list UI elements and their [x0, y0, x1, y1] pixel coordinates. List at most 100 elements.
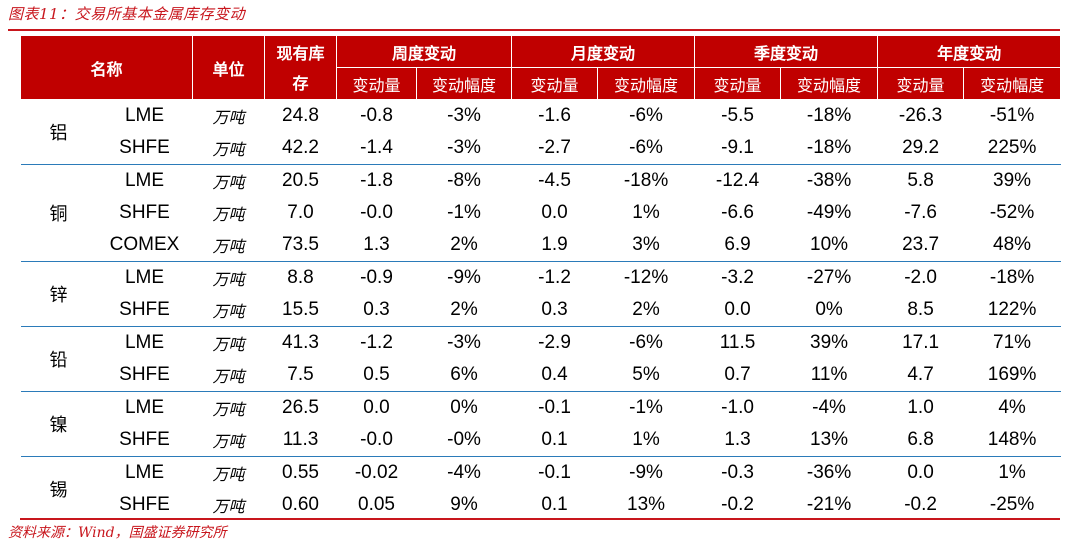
- footer-rule: [20, 518, 1060, 520]
- stock-cell: 7.5: [287, 364, 314, 385]
- change-pct-cell: 2%: [450, 299, 478, 320]
- change-cell: 1.3: [724, 429, 751, 450]
- header-change-pct: 变动幅度: [963, 67, 1062, 100]
- table-row: SHFE 万吨 0.60 0.05 9% 0.1 13% -0.2 -21% -0.2 -25%: [21, 489, 1061, 521]
- header-unit: 单位: [192, 35, 266, 100]
- change-cell: -3.2: [694, 261, 781, 294]
- table-row: COMEX 万吨 73.5 1.3 2% 1.9 3% 6.9 10% 23.7 48%: [21, 229, 1061, 262]
- change-cell: 0.7: [724, 364, 751, 385]
- stock-cell: 41.3: [264, 326, 337, 359]
- change-cell: -1.2: [336, 326, 417, 359]
- source-note: 资料来源：Wind，国盛证券研究所: [8, 525, 227, 541]
- change-cell: -6.6: [721, 202, 754, 223]
- unit-cell: 万吨: [192, 326, 265, 359]
- change-pct-cell: -18%: [597, 164, 695, 197]
- change-cell: 1.9: [541, 234, 568, 255]
- stock-cell: 7.0: [287, 202, 314, 223]
- header-stock-line1: 现有库: [276, 43, 325, 63]
- table-row: 锌 LME 万吨 8.8 -0.9 -9% -1.2 -12% -3.2 -27% -2.0 -18%: [20, 261, 1061, 327]
- change-cell: -2.7: [538, 137, 571, 158]
- change-cell: -2.0: [877, 261, 964, 294]
- change-cell: -0.1: [511, 456, 598, 489]
- change-cell: -0.9: [336, 261, 417, 294]
- change-pct-cell: -51%: [963, 99, 1061, 132]
- change-pct-cell: -4%: [780, 391, 878, 424]
- caption-rule: [8, 29, 1060, 31]
- change-cell: 0.4: [541, 364, 568, 385]
- change-cell: -0.8: [336, 99, 417, 132]
- unit-cell: 万吨: [192, 261, 265, 294]
- unit-cell: 万吨: [192, 164, 265, 197]
- stock-cell: 24.8: [264, 99, 337, 132]
- change-pct-cell: -1%: [447, 202, 481, 223]
- unit-cell: 万吨: [212, 237, 245, 256]
- change-cell: -5.5: [694, 99, 781, 132]
- change-pct-cell: -25%: [989, 494, 1035, 515]
- change-pct-cell: 39%: [780, 326, 878, 359]
- metal-name: 镍: [20, 391, 97, 457]
- header-stock: 现有库 存: [264, 35, 338, 100]
- change-pct-cell: 13%: [810, 429, 849, 450]
- change-pct-cell: 225%: [987, 137, 1037, 158]
- change-pct-cell: -18%: [780, 99, 878, 132]
- unit-cell: 万吨: [192, 99, 265, 132]
- change-cell: 6.8: [907, 429, 934, 450]
- exchange-name: LME: [96, 261, 193, 294]
- stock-cell: 20.5: [264, 164, 337, 197]
- header-change: 变动量: [336, 67, 418, 100]
- table-row: 铜 LME 万吨 20.5 -1.8 -8% -4.5 -18% -12.4 -38% 5.8 39%: [20, 164, 1061, 262]
- change-cell: -0.0: [360, 429, 393, 450]
- change-pct-cell: 148%: [987, 429, 1037, 450]
- change-pct-cell: -12%: [597, 261, 695, 294]
- change-cell: -0.0: [360, 202, 393, 223]
- table-row: SHFE 万吨 15.5 0.3 2% 0.3 2% 0.0 0% 8.5 122%: [21, 294, 1061, 327]
- change-pct-cell: 0%: [815, 299, 843, 320]
- change-pct-cell: 6%: [450, 364, 478, 385]
- change-cell: 0.0: [336, 391, 417, 424]
- exchange-name: SHFE: [119, 364, 170, 385]
- exchange-name: LME: [96, 99, 193, 132]
- change-pct-cell: 11%: [810, 364, 848, 385]
- stock-cell: 42.2: [282, 137, 319, 158]
- header-stock-line2: 存: [292, 73, 309, 93]
- header-period-quarter: 季度变动: [694, 35, 879, 68]
- change-cell: 11.5: [694, 326, 781, 359]
- stock-cell: 73.5: [282, 234, 319, 255]
- change-pct-cell: -0%: [447, 429, 481, 450]
- change-cell: -1.8: [336, 164, 417, 197]
- exchange-name: COMEX: [109, 234, 180, 255]
- change-pct-cell: -21%: [806, 494, 852, 515]
- change-pct-cell: 5%: [632, 364, 660, 385]
- change-cell: 4.7: [907, 364, 934, 385]
- header-change-pct: 变动幅度: [416, 67, 513, 100]
- change-pct-cell: 4%: [963, 391, 1061, 424]
- header-change: 变动量: [511, 67, 599, 100]
- stock-cell: 11.3: [282, 429, 319, 450]
- change-cell: -0.3: [694, 456, 781, 489]
- change-pct-cell: 9%: [450, 494, 478, 515]
- change-cell: -26.3: [877, 99, 964, 132]
- header-change-pct: 变动幅度: [597, 67, 696, 100]
- change-pct-cell: -4%: [416, 456, 512, 489]
- exchange-name: SHFE: [119, 494, 170, 515]
- table-row: SHFE 万吨 11.3 -0.0 -0% 0.1 1% 1.3 13% 6.8 148%: [21, 424, 1061, 457]
- change-cell: 23.7: [902, 234, 940, 255]
- unit-cell: 万吨: [212, 432, 245, 451]
- change-cell: 5.8: [877, 164, 964, 197]
- change-pct-cell: -18%: [806, 137, 852, 158]
- unit-cell: 万吨: [212, 205, 245, 224]
- change-pct-cell: -38%: [780, 164, 878, 197]
- header-change: 变动量: [694, 67, 782, 100]
- table-row: SHFE 万吨 7.0 -0.0 -1% 0.0 1% -6.6 -49% -7.6 -52%: [21, 197, 1061, 229]
- change-pct-cell: -3%: [416, 99, 512, 132]
- header-change: 变动量: [877, 67, 965, 100]
- change-pct-cell: 48%: [993, 234, 1032, 255]
- change-cell: 0.1: [541, 494, 568, 515]
- change-pct-cell: -18%: [963, 261, 1061, 294]
- exchange-name: LME: [96, 456, 193, 489]
- stock-cell: 26.5: [264, 391, 337, 424]
- change-pct-cell: -1%: [597, 391, 695, 424]
- metal-name: 锡: [20, 456, 97, 521]
- change-pct-cell: -52%: [989, 202, 1035, 223]
- inventory-table: 名称 单位 现有库 存 周度变动 月度变动 季度变动 年度变动 变动量 变动幅度…: [19, 35, 1062, 521]
